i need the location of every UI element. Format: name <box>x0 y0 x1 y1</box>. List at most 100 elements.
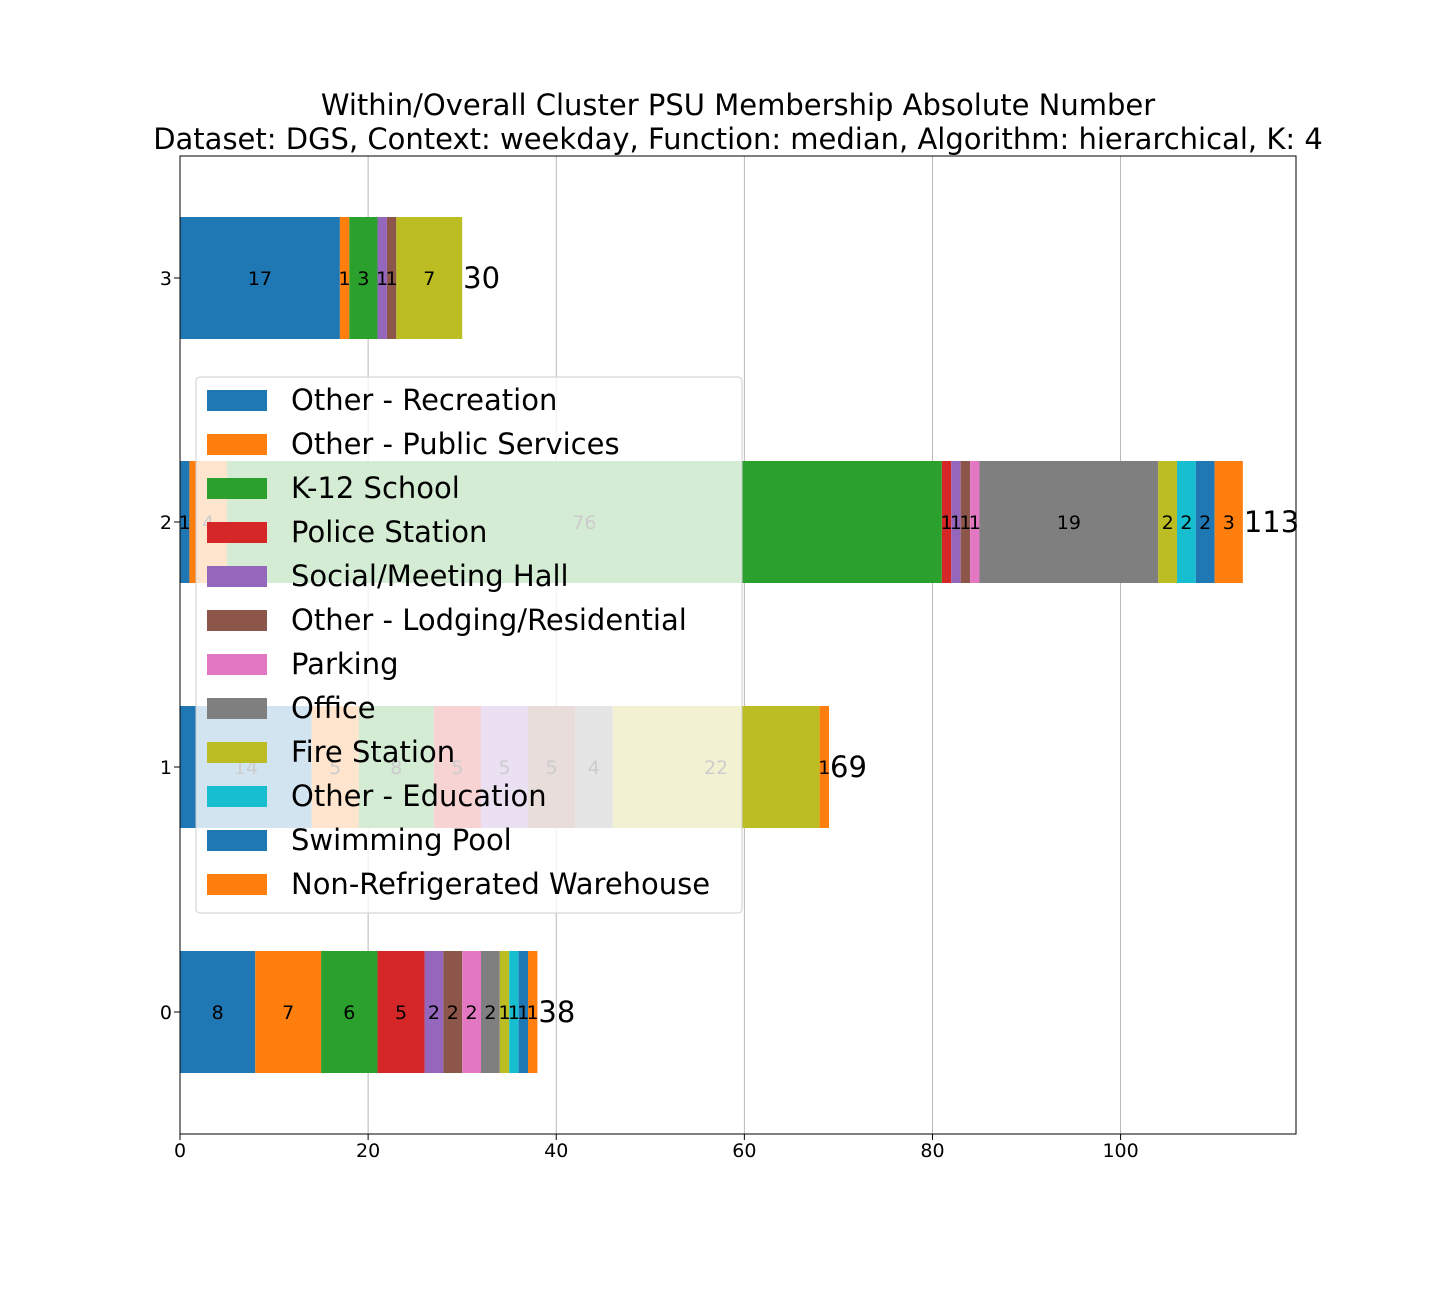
bar-segment <box>1195 461 1215 583</box>
segment-value-label: 8 <box>212 1002 224 1024</box>
legend: Other - Recreation Other - Public Service… <box>195 376 743 914</box>
legend-box <box>195 376 743 914</box>
segment-value-label: 5 <box>395 1002 407 1024</box>
legend-swatch <box>207 434 267 455</box>
bar-segment <box>424 951 444 1073</box>
bar-segment <box>386 217 397 339</box>
segment-value-label: 17 <box>248 268 272 290</box>
bar-segment <box>528 951 538 1073</box>
y-tick-label: 2 <box>160 512 172 534</box>
legend-label: Office <box>291 691 376 725</box>
segment-value-label: 1 <box>179 512 191 534</box>
legend-swatch <box>207 786 267 807</box>
legend-swatch <box>207 830 267 851</box>
bar-segment <box>180 951 256 1073</box>
legend-label: Other - Public Services <box>291 427 620 461</box>
segment-value-label: 2 <box>428 1002 440 1024</box>
segment-value-label: 1 <box>941 512 953 534</box>
legend-swatch <box>207 478 267 499</box>
bar-segment <box>180 461 190 583</box>
bar-total-label: 38 <box>538 995 575 1029</box>
x-tick-label: 0 <box>174 1140 186 1162</box>
x-tick-label: 40 <box>544 1140 568 1162</box>
legend-label: Fire Station <box>291 735 455 769</box>
segment-value-label: 19 <box>1057 512 1081 534</box>
bar-segment <box>941 461 952 583</box>
segment-value-label: 1 <box>527 1002 539 1024</box>
bar-segment <box>377 217 387 339</box>
legend-label: Non-Refrigerated Warehouse <box>291 867 710 901</box>
legend-swatch <box>207 390 267 411</box>
bar-segment <box>970 461 980 583</box>
segment-value-label: 6 <box>343 1002 355 1024</box>
segment-value-label: 3 <box>357 268 369 290</box>
legend-label: K-12 School <box>291 471 460 505</box>
legend-swatch <box>207 698 267 719</box>
bar-segment <box>321 951 378 1073</box>
segment-value-label: 1 <box>950 512 962 534</box>
bar-segment <box>462 951 481 1073</box>
x-tick-label: 20 <box>356 1140 380 1162</box>
segment-value-label: 7 <box>282 1002 294 1024</box>
bar-segment <box>339 217 350 339</box>
legend-label: Other - Education <box>291 779 547 813</box>
legend-swatch <box>207 610 267 631</box>
legend-swatch <box>207 522 267 543</box>
y-tick-label: 1 <box>160 757 172 779</box>
segment-value-label: 1 <box>339 268 351 290</box>
segment-value-label: 1 <box>498 1002 510 1024</box>
legend-label: Social/Meeting Hall <box>291 559 569 593</box>
legend-label: Other - Recreation <box>291 383 557 417</box>
legend-label: Parking <box>291 647 399 681</box>
legend-label: Other - Lodging/Residential <box>291 603 687 637</box>
plot-frame <box>179 155 1297 1135</box>
bar-total-label: 69 <box>830 750 867 784</box>
segment-value-label: 1 <box>517 1002 529 1024</box>
chart-subtitle: Dataset: DGS, Context: weekday, Function… <box>153 122 1323 156</box>
y-tick-label: 0 <box>160 1002 172 1024</box>
segment-value-label: 2 <box>1199 512 1211 534</box>
segment-value-label: 2 <box>1180 512 1192 534</box>
bar-segment <box>960 461 971 583</box>
bar-segment <box>1177 461 1196 583</box>
bar-segment <box>819 706 830 828</box>
legend-swatch <box>207 654 267 675</box>
bar-segment <box>1158 461 1178 583</box>
segment-value-label: 2 <box>1162 512 1174 534</box>
bar-segment <box>396 217 463 339</box>
segment-value-label: 2 <box>447 1002 459 1024</box>
legend-swatch <box>207 874 267 895</box>
segment-value-label: 1 <box>818 757 830 779</box>
bar-segment <box>509 951 519 1073</box>
bar-total-label: 30 <box>463 261 500 295</box>
bar-segment <box>349 217 378 339</box>
legend-label: Swimming Pool <box>291 823 512 857</box>
segment-value-label: 7 <box>423 268 435 290</box>
x-tick-label: 60 <box>732 1140 756 1162</box>
bar-segment <box>518 951 529 1073</box>
segment-value-label: 2 <box>484 1002 496 1024</box>
bar-total-label: 113 <box>1244 505 1299 539</box>
bar-segment <box>480 951 500 1073</box>
legend-label: Police Station <box>291 515 487 549</box>
bar-segment <box>180 217 340 339</box>
x-tick-label: 100 <box>1102 1140 1138 1162</box>
bar-segment <box>443 951 463 1073</box>
bar-segment <box>951 461 961 583</box>
segment-value-label: 1 <box>386 268 398 290</box>
chart-title: Within/Overall Cluster PSU Membership Ab… <box>321 88 1155 122</box>
legend-swatch <box>207 742 267 763</box>
segment-value-label: 2 <box>466 1002 478 1024</box>
bar-segment <box>979 461 1159 583</box>
bar-segment <box>377 951 425 1073</box>
segment-value-label: 1 <box>376 268 388 290</box>
x-tick-label: 80 <box>920 1140 944 1162</box>
bar-segment <box>1214 461 1243 583</box>
segment-value-label: 1 <box>969 512 981 534</box>
legend-swatch <box>207 566 267 587</box>
segment-value-label: 1 <box>959 512 971 534</box>
segment-value-label: 1 <box>508 1002 520 1024</box>
